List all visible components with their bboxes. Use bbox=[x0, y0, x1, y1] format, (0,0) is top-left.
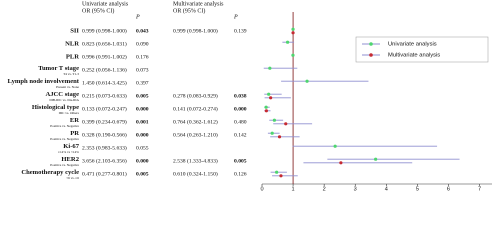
p-value: 0.005 bbox=[136, 171, 149, 177]
or-ci-label: 0.996 (0.991-1.002) bbox=[82, 53, 127, 60]
x-tick-label: 4 bbox=[385, 186, 388, 192]
p-value: 0.000 bbox=[136, 132, 149, 138]
point bbox=[285, 40, 290, 44]
row-label: SII bbox=[70, 28, 79, 35]
point bbox=[291, 27, 295, 31]
x-tick-label: 0 bbox=[260, 186, 263, 192]
row-label: Tumor T stage bbox=[38, 65, 79, 72]
p-value: 0.142 bbox=[234, 132, 247, 138]
p-value: 0.073 bbox=[136, 67, 149, 73]
point bbox=[291, 53, 295, 57]
x-tick-label: 2 bbox=[323, 186, 326, 192]
or-ci-label: 0.141 (0.072-0.274) bbox=[173, 105, 218, 112]
row-sublabel: IIIB-IIIC vs. IIA-IIIA bbox=[49, 98, 79, 102]
column-header: OR (95% CI) bbox=[82, 7, 114, 14]
legend-box bbox=[355, 36, 489, 63]
column-header: Multivariate analysis bbox=[173, 1, 224, 7]
point bbox=[267, 92, 271, 96]
row-sublabel: Positive vs. Negative bbox=[50, 124, 79, 128]
point bbox=[279, 174, 283, 178]
point bbox=[339, 161, 343, 165]
or-ci-label: 0.399 (0.234-0.679) bbox=[82, 118, 127, 125]
row-sublabel: Present vs. None bbox=[56, 85, 79, 89]
or-ci-label: 0.764 (0.362-1.612) bbox=[173, 118, 218, 125]
or-ci-label: 1.450 (0.614-3.425) bbox=[82, 79, 127, 86]
or-ci-label: 0.328 (0.190-0.566) bbox=[82, 131, 127, 138]
row-label: Ki-67 bbox=[63, 143, 79, 150]
or-ci-label: 0.610 (0.324-1.150) bbox=[173, 170, 218, 177]
or-ci-label: 0.999 (0.998-1.000) bbox=[82, 27, 127, 34]
row-sublabel: Positive vs. Negative bbox=[50, 163, 79, 167]
column-header: P bbox=[233, 14, 238, 20]
or-ci-label: 0.471 (0.277-0.801) bbox=[82, 170, 127, 177]
x-tick-label: 3 bbox=[354, 186, 357, 192]
row-label: HER2 bbox=[61, 156, 79, 163]
row-label: PR bbox=[70, 130, 79, 137]
x-tick-label: 7 bbox=[478, 186, 481, 192]
or-ci-label: 2.538 (1.333-4.833) bbox=[173, 157, 218, 164]
p-value: 0.055 bbox=[136, 145, 149, 151]
p-value: 0.139 bbox=[234, 28, 247, 34]
or-ci-label: 0.564 (0.263-1.210) bbox=[173, 131, 218, 138]
p-value: 0.000 bbox=[136, 106, 149, 112]
point bbox=[275, 170, 279, 174]
point bbox=[333, 144, 337, 148]
p-value: 0.005 bbox=[234, 158, 247, 164]
x-tick-label: 1 bbox=[292, 186, 295, 192]
row-label: AJCC stage bbox=[45, 91, 79, 98]
x-tick-label: 5 bbox=[416, 186, 419, 192]
row-sublabel: IDC vs. Others bbox=[59, 111, 80, 115]
legend-marker bbox=[369, 42, 373, 46]
or-ci-label: 0.215 (0.073-0.633) bbox=[82, 92, 127, 99]
forest-chart: Univariate analysis OR (95% CI) P Multiv… bbox=[8, 1, 492, 192]
row-label: Histological type bbox=[32, 104, 79, 111]
row-sublabel: T4 vs. T1-3 bbox=[63, 72, 79, 76]
row-sublabel: ≥14% vs <14% bbox=[58, 150, 79, 154]
point bbox=[270, 131, 274, 135]
p-value: 0.000 bbox=[136, 158, 149, 164]
or-ci-label: 0.278 (0.083-0.929) bbox=[173, 92, 218, 99]
or-ci-label: 3.656 (2.103-6.356) bbox=[82, 157, 127, 164]
legend-marker bbox=[369, 53, 373, 57]
or-ci-label: 0.999 (0.998-1.000) bbox=[173, 27, 218, 34]
point bbox=[269, 96, 273, 100]
column-header: Univariate analysis bbox=[82, 1, 129, 7]
row-sublabel: <6 vs. ≥6 bbox=[66, 176, 79, 180]
point bbox=[268, 66, 272, 70]
or-ci-label: 0.133 (0.072-0.247) bbox=[82, 105, 127, 112]
point bbox=[277, 135, 282, 139]
p-value: 0.005 bbox=[136, 93, 149, 99]
legend-label: Univariate analysis bbox=[388, 42, 437, 48]
row-label: Lymph node involvement bbox=[8, 78, 80, 85]
p-value: 0.480 bbox=[234, 119, 247, 125]
p-value: 0.397 bbox=[136, 80, 149, 86]
point bbox=[374, 157, 378, 161]
row-label: NLR bbox=[65, 41, 79, 48]
column-header: P bbox=[135, 14, 140, 20]
row-label: ER bbox=[70, 117, 79, 124]
p-value: 0.038 bbox=[234, 93, 247, 99]
p-value: 0.000 bbox=[234, 106, 247, 112]
legend-label: Multivariate analysis bbox=[388, 53, 440, 59]
p-value: 0.001 bbox=[136, 119, 149, 125]
p-value: 0.126 bbox=[234, 171, 247, 177]
or-ci-label: 0.252 (0.056-1.136) bbox=[82, 66, 127, 73]
point bbox=[305, 79, 309, 83]
point bbox=[272, 118, 277, 122]
p-value: 0.176 bbox=[136, 54, 149, 60]
p-value: 0.043 bbox=[136, 28, 149, 34]
or-ci-label: 2.353 (0.983-5.633) bbox=[82, 144, 127, 151]
point bbox=[284, 122, 288, 126]
point bbox=[264, 109, 268, 113]
column-header: OR (95% CI) bbox=[173, 7, 205, 14]
row-label: Chemotherapy cycle bbox=[21, 169, 79, 176]
point bbox=[264, 105, 268, 109]
p-value: 0.090 bbox=[136, 41, 149, 47]
row-sublabel: Positive vs. Negative bbox=[50, 137, 79, 141]
or-ci-label: 0.823 (0.656-1.031) bbox=[82, 40, 127, 47]
row-label: PLR bbox=[66, 54, 79, 61]
x-tick-label: 6 bbox=[447, 186, 450, 192]
point bbox=[291, 31, 295, 35]
